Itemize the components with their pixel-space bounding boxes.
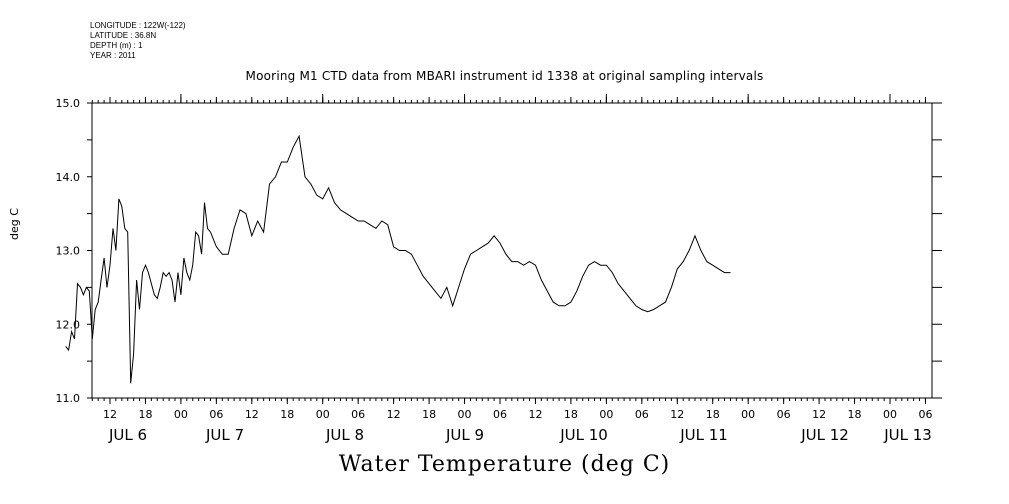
- y-tick-label: 14.0: [56, 171, 81, 184]
- x-day-label: JUL 6: [108, 426, 147, 444]
- longitude-text: LONGITUDE : 122W(-122): [90, 21, 186, 30]
- x-tick-label: 18: [848, 408, 862, 421]
- x-tick-label: 06: [351, 408, 365, 421]
- x-tick-label: 18: [280, 408, 294, 421]
- x-tick-label: 06: [918, 408, 932, 421]
- x-tick-label: 06: [635, 408, 649, 421]
- x-tick-label: 12: [812, 408, 826, 421]
- x-day-label: JUL 10: [559, 426, 608, 444]
- latitude-text: LATITUDE : 36.8N: [90, 31, 157, 40]
- x-tick-label: 18: [138, 408, 152, 421]
- x-tick-label: 12: [103, 408, 117, 421]
- x-tick-label: 18: [564, 408, 578, 421]
- y-tick-label: 12.0: [56, 318, 81, 331]
- x-tick-label: 12: [670, 408, 684, 421]
- x-tick-label: 00: [174, 408, 188, 421]
- x-tick-label: 12: [245, 408, 259, 421]
- x-tick-label: 06: [777, 408, 791, 421]
- x-day-label: JUL 12: [800, 426, 849, 444]
- y-tick-label: 15.0: [56, 97, 81, 110]
- x-day-label: JUL 7: [205, 426, 244, 444]
- x-axis-label: Water Temperature (deg C): [338, 452, 671, 477]
- x-tick-label: 00: [316, 408, 330, 421]
- temperature-line: [65, 134, 731, 384]
- x-day-label: JUL 8: [325, 426, 364, 444]
- x-tick-label: 00: [599, 408, 613, 421]
- x-day-label: JUL 11: [679, 426, 728, 444]
- x-tick-label: 06: [209, 408, 223, 421]
- x-tick-label: 00: [458, 408, 472, 421]
- x-tick-label: 00: [741, 408, 755, 421]
- x-day-label: JUL 9: [445, 426, 484, 444]
- depth-text: DEPTH (m) : 1: [90, 41, 143, 50]
- year-text: YEAR : 2011: [90, 51, 136, 60]
- x-day-label: JUL 13: [883, 426, 932, 444]
- x-tick-label: 18: [706, 408, 720, 421]
- x-tick-label: 06: [493, 408, 507, 421]
- chart-title: Mooring M1 CTD data from MBARI instrumen…: [245, 69, 764, 83]
- x-tick-label: 18: [422, 408, 436, 421]
- x-tick-label: 00: [883, 408, 897, 421]
- metadata-block: LONGITUDE : 122W(-122) LATITUDE : 36.8N …: [90, 21, 186, 61]
- x-tick-label: 12: [387, 408, 401, 421]
- plot-frame: [91, 102, 933, 399]
- y-tick-label: 11.0: [56, 392, 81, 405]
- y-tick-label: 13.0: [56, 245, 81, 258]
- x-tick-label: 12: [528, 408, 542, 421]
